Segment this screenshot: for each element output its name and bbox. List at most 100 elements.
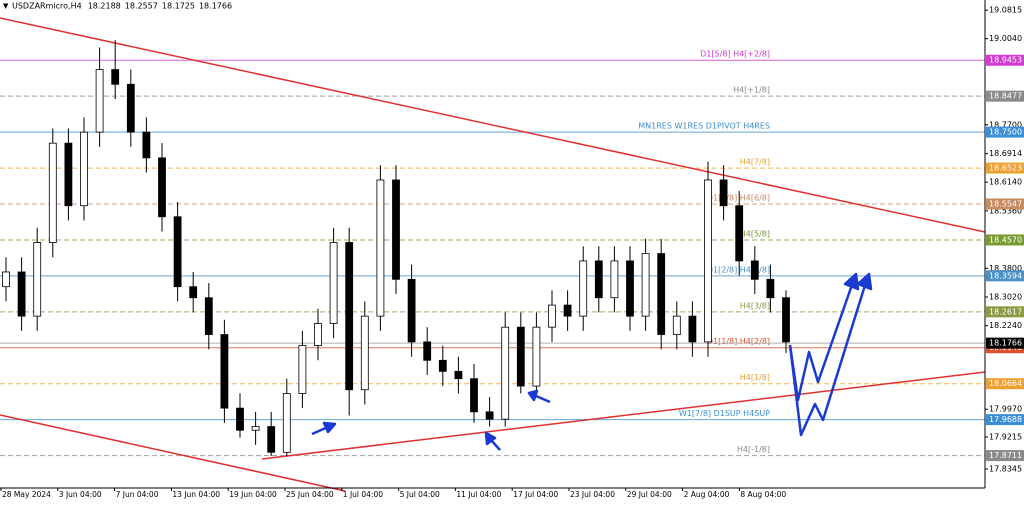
level-label: D1[1/8] H4[2/8] [707, 337, 770, 346]
header-value: 18.2557 [125, 2, 158, 11]
level-price: 17.8711 [989, 451, 1022, 460]
candle-body [423, 341, 432, 361]
y-tick-label: 18.7700 [989, 120, 1022, 129]
current-price: 18.1766 [989, 339, 1022, 348]
candle-body [251, 426, 260, 431]
candle-body [64, 142, 73, 207]
candle-body [267, 426, 276, 453]
level-price-box [986, 378, 1024, 390]
level-price: 18.2617 [989, 307, 1022, 316]
x-tick-label: 23 Jul 04:00 [570, 490, 615, 499]
current-price-box [986, 337, 1024, 349]
candle-body [158, 157, 166, 218]
candle-body [236, 407, 244, 431]
level-price-box [986, 198, 1024, 210]
candle-body [735, 205, 744, 262]
level-price: 18.0664 [989, 379, 1022, 388]
level-price-box [986, 306, 1024, 318]
trend-lines [0, 17, 986, 492]
level-label: MN1RES W1RES D1PIVOT H4RES [638, 122, 770, 131]
level-price: 18.6523 [989, 164, 1022, 173]
candle-body [766, 278, 775, 299]
arrow-head [484, 431, 497, 446]
level-label: H4[5/8] [740, 229, 770, 238]
arrow [535, 394, 551, 404]
y-tick-label: 19.0040 [989, 34, 1022, 43]
candle-body [392, 179, 400, 280]
header-value: 18.2188 [88, 2, 121, 11]
level-price-box [986, 234, 1024, 246]
y-tick-label: 17.9970 [989, 405, 1022, 414]
x-tick-label: 28 May 2024 [2, 490, 51, 499]
candle-body [126, 83, 135, 133]
candle-body [672, 315, 681, 335]
x-tick-label: 1 Jul 04:00 [343, 490, 383, 499]
level-label: H4[3/8] [740, 301, 770, 310]
candle-body [17, 271, 26, 317]
candle-body [204, 297, 213, 335]
candle-body [376, 179, 385, 317]
x-tick-label: 19 Jun 04:00 [229, 490, 277, 499]
candle-body [610, 260, 619, 299]
x-tick-label: 5 Jul 04:00 [400, 490, 440, 499]
candle-body [470, 378, 478, 413]
candle-body [719, 179, 728, 207]
level-price-box [986, 414, 1024, 426]
candle-body [485, 411, 494, 420]
candle-body [298, 345, 307, 394]
level-price-box [986, 162, 1024, 174]
level-price: 18.8477 [989, 92, 1022, 101]
candle-body [142, 131, 151, 159]
y-tick-label: 18.3020 [989, 292, 1022, 301]
x-tick-label: 11 Jul 04:00 [456, 490, 501, 499]
x-tick-label: 3 Jun 04:00 [59, 490, 102, 499]
level-price-box [986, 90, 1024, 102]
y-tick-label: 18.6914 [989, 149, 1022, 158]
axis-labels: 19.0815 19.0040 18.7700 18.6914 18.6140 18.53… [0, 6, 1024, 499]
y-tick-label: 18.6140 [989, 178, 1022, 187]
candles [2, 40, 790, 456]
candle-body [329, 242, 338, 324]
level-label: H4[+1/8] [733, 86, 770, 95]
candle-body [282, 393, 291, 453]
x-tick-label: 25 Jun 04:00 [286, 490, 334, 499]
candle-body [657, 253, 666, 335]
candle-body [80, 131, 88, 207]
level-label: D1[5/8] H4[+2/8] [700, 50, 770, 59]
candle-body [189, 286, 198, 299]
trend-line [0, 414, 346, 492]
candle-body [48, 142, 57, 243]
candle-body [173, 216, 182, 288]
candle-body [626, 260, 634, 317]
arrow [490, 439, 501, 451]
arrows [311, 272, 873, 451]
candle-body [532, 326, 541, 387]
y-tick-label: 17.9215 [989, 433, 1022, 442]
candle-body [782, 297, 790, 343]
candle-body [345, 242, 354, 391]
arrow-head [856, 272, 873, 291]
x-tick-label: 13 Jun 04:00 [172, 490, 220, 499]
candle-body [314, 323, 322, 346]
level-price: 18.5547 [989, 199, 1022, 208]
arrow-head [843, 272, 860, 291]
header-title: USDZARmicro,H4 [12, 2, 82, 11]
candle-body [454, 370, 463, 380]
y-tick-label: 18.3800 [989, 264, 1022, 273]
candle-body [579, 260, 588, 317]
y-tick-label: 18.5360 [989, 206, 1022, 215]
header-value: 18.1725 [162, 2, 195, 11]
candle-body [2, 271, 10, 288]
candle-body [111, 69, 120, 85]
candle-body [563, 304, 572, 317]
arrow-head [527, 389, 539, 402]
level-price: 17.9688 [989, 415, 1022, 424]
level-price-box [986, 270, 1024, 282]
x-tick-label: 29 Jul 04:00 [627, 490, 672, 499]
level-label: W1[7/8] D1SUP H4SUP [679, 409, 770, 418]
candle-body [704, 179, 712, 343]
header-value: 18.1766 [199, 2, 232, 11]
level-label: D1[2/8] H4[4/8] [707, 265, 770, 274]
candle-body [750, 260, 759, 280]
